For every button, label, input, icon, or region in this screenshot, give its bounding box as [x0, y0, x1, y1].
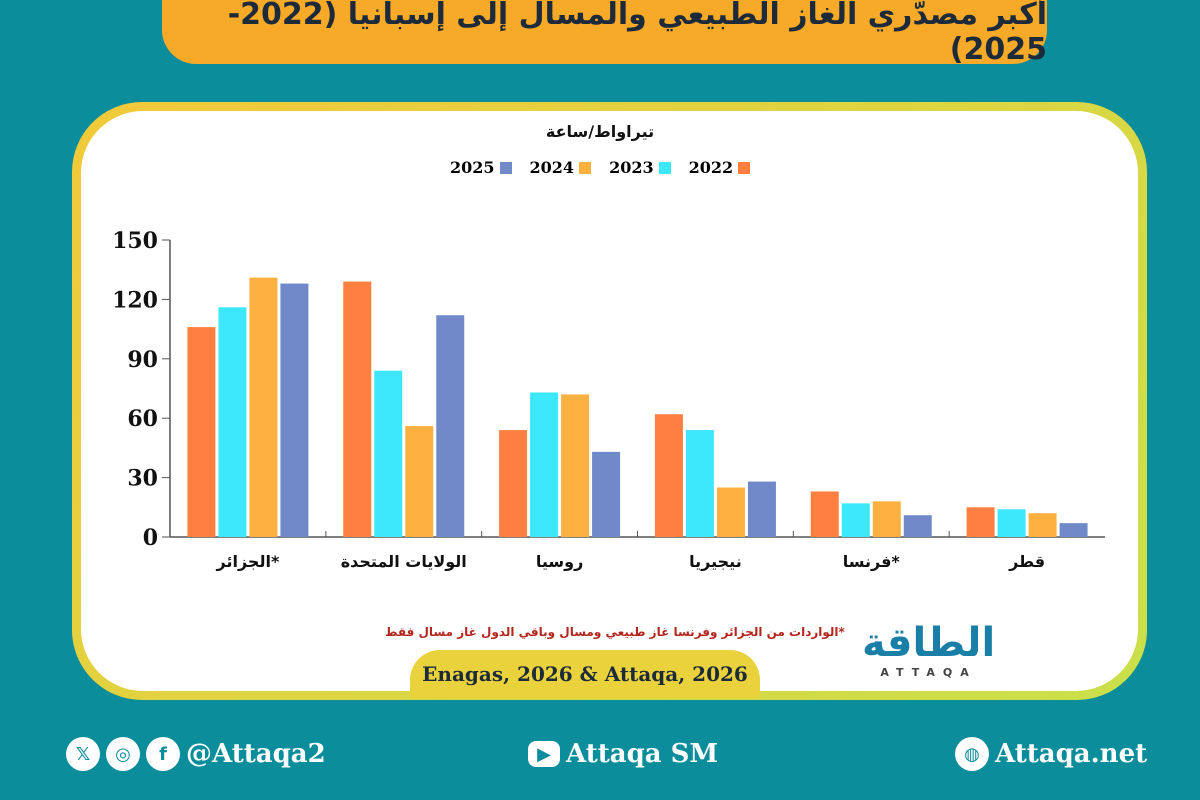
bar-2024-3	[716, 487, 745, 537]
globe-icon[interactable]: ◍	[955, 737, 989, 771]
legend-item-2022: 2022	[689, 158, 751, 177]
bar-2023-5	[997, 509, 1026, 537]
bar-2025-2	[592, 451, 621, 537]
x-tick-label: الجزائر*	[216, 552, 280, 571]
bar-2025-5	[1059, 523, 1088, 537]
x-tick-label: روسيا	[536, 552, 583, 571]
bar-2024-2	[561, 394, 590, 537]
logo-text: الطاقة	[862, 620, 996, 666]
y-unit-label: تيراواط/ساعة	[545, 122, 655, 141]
legend-swatch	[579, 161, 592, 174]
bar-2022-4	[810, 491, 839, 537]
legend-item-2024: 2024	[530, 158, 592, 177]
bar-2024-4	[872, 501, 901, 537]
social-handles: 𝕏 ◎ f @Attaqa2	[66, 732, 326, 776]
bar-2022-1	[343, 281, 372, 537]
bar-2024-0	[249, 277, 278, 537]
bar-2023-0	[218, 307, 247, 537]
bar-2022-0	[187, 327, 216, 537]
bar-2023-4	[841, 503, 870, 537]
y-tick-label: 0	[143, 525, 158, 551]
bar-2022-3	[654, 414, 683, 537]
bar-2023-1	[374, 370, 403, 537]
legend-label: 2023	[609, 158, 654, 177]
logo-sub: ATTAQA	[880, 666, 977, 679]
bar-2025-1	[436, 315, 465, 537]
x-tick-label: فرنسا*	[843, 552, 901, 571]
x-tick-label: قطر	[1008, 552, 1045, 571]
chart-title: أكبر مصدّري الغاز الطبيعي والمسال إلى إس…	[227, 0, 1047, 67]
legend-label: 2025	[450, 158, 495, 177]
y-tick-label: 150	[112, 228, 158, 254]
youtube-icon[interactable]: ▶	[528, 741, 560, 767]
x-tick-label: الولايات المتحدة	[341, 552, 467, 571]
bar-2024-1	[405, 426, 434, 537]
source-tab: Enagas, 2026 & Attaqa, 2026	[410, 650, 760, 698]
y-tick-label: 30	[127, 466, 158, 492]
legend-item-2023: 2023	[609, 158, 671, 177]
facebook-icon[interactable]: f	[146, 737, 180, 771]
y-tick-label: 90	[127, 347, 158, 373]
legend-label: 2024	[529, 158, 575, 177]
legend: 2022 2023 2024 2025	[450, 158, 751, 177]
legend-label: 2022	[688, 158, 734, 177]
footnote: *الواردات من الجزائر وفرنسا غاز طبيعي وم…	[385, 625, 845, 639]
legend-item-2025: 2025	[450, 158, 512, 177]
youtube-handle[interactable]: Attaqa SM	[566, 739, 719, 769]
website-link[interactable]: Attaqa.net	[995, 739, 1148, 769]
bar-2025-0	[280, 283, 309, 537]
bar-2025-4	[903, 515, 932, 537]
social-handle[interactable]: @Attaqa2	[186, 739, 326, 769]
x-tick-label: نيجيريا	[689, 552, 742, 571]
chart-title-banner: أكبر مصدّري الغاز الطبيعي والمسال إلى إس…	[162, 0, 1047, 67]
x-icon[interactable]: 𝕏	[66, 737, 100, 771]
y-tick-label: 120	[112, 287, 158, 313]
bar-2022-2	[499, 430, 528, 537]
legend-swatch	[499, 161, 512, 174]
legend-swatch	[658, 161, 671, 174]
instagram-icon[interactable]: ◎	[106, 737, 140, 771]
attaqa-logo: الطاقة ATTAQA	[862, 620, 995, 679]
legend-swatch	[738, 161, 751, 174]
bar-2022-5	[966, 507, 995, 537]
youtube-channel: ▶ Attaqa SM	[528, 732, 718, 776]
source-text: Enagas, 2026 & Attaqa, 2026	[422, 662, 748, 686]
website: ◍ Attaqa.net	[955, 732, 1147, 776]
y-tick-label: 60	[127, 406, 158, 432]
bar-2024-5	[1028, 513, 1057, 537]
bar-2023-2	[530, 392, 559, 537]
bar-2025-3	[747, 481, 776, 537]
bar-2023-3	[685, 430, 714, 537]
